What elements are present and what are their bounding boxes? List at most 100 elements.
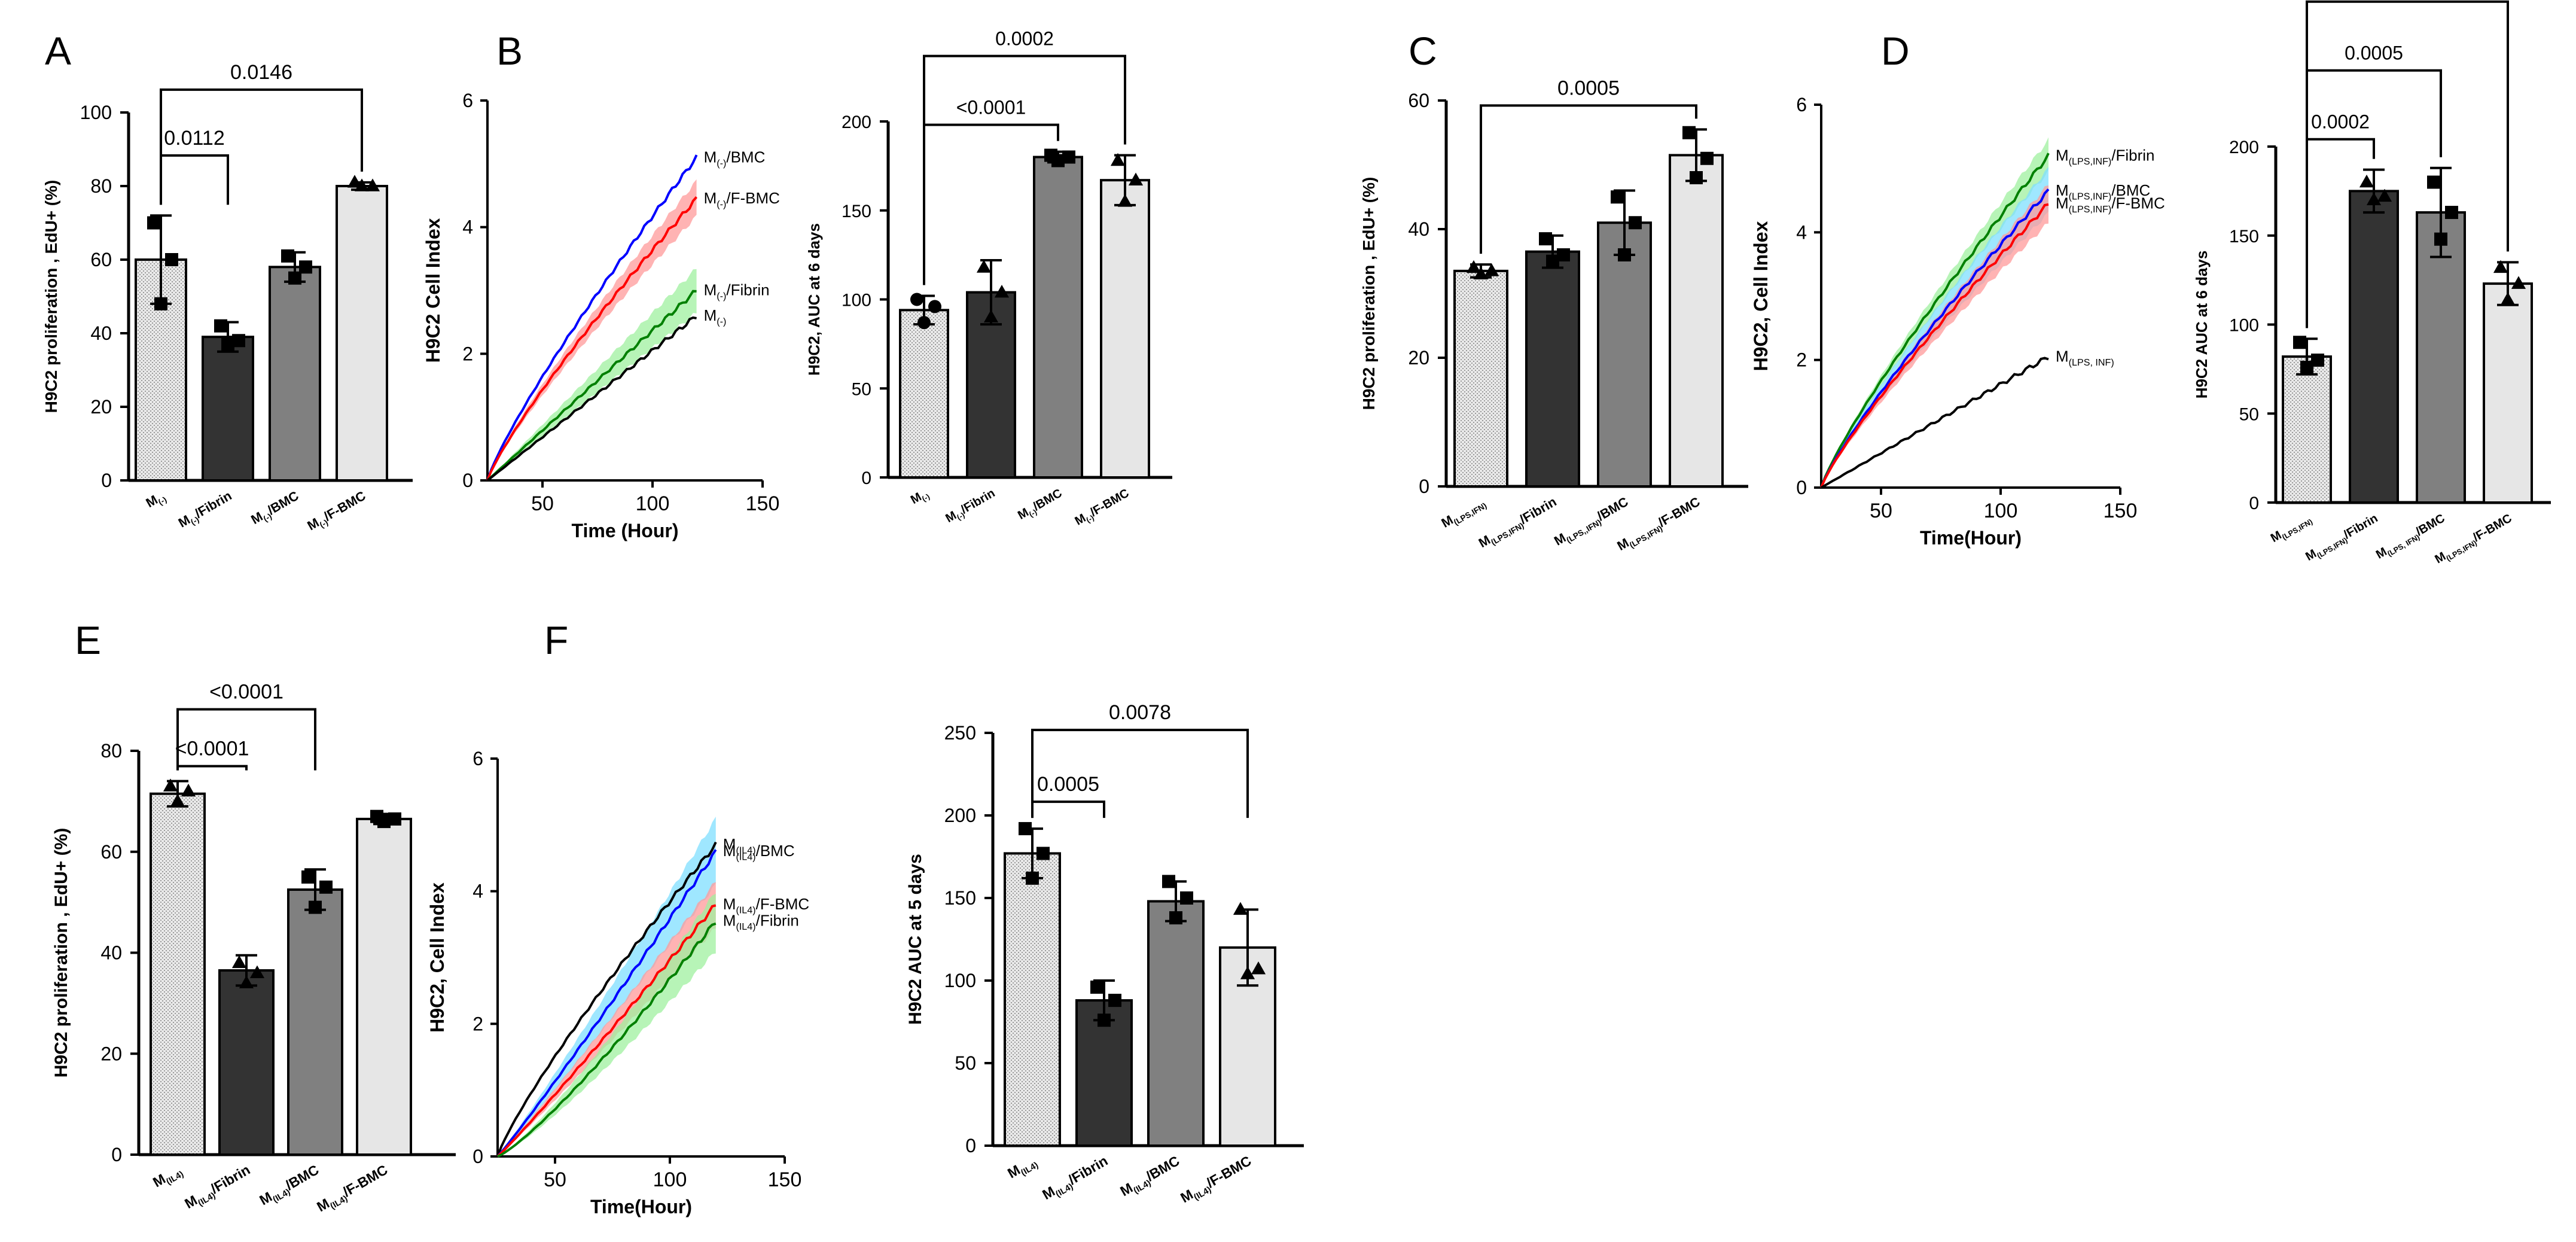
y-tick-label: 0 (965, 1135, 976, 1156)
category-label-suffix: /F-BMC (2471, 512, 2514, 544)
y-tick-label: 200 (842, 112, 871, 132)
category-label-sub: (LPS, IFN) (2386, 533, 2421, 558)
series-label: M(-)/Fibrin (704, 281, 770, 302)
data-point (2359, 174, 2374, 188)
p-value-label: 0.0002 (995, 28, 1054, 50)
series-label-sub: (IL4) (736, 852, 755, 863)
series-label-base: M (704, 148, 717, 166)
category-label-sub: (-) (262, 512, 273, 523)
series-label-base: M (723, 842, 736, 860)
data-point (910, 293, 923, 306)
bar (2282, 355, 2332, 504)
data-point (1162, 875, 1175, 888)
category-label: M(-) (909, 486, 931, 508)
data-point (1466, 260, 1481, 273)
panel-label-e: E (75, 618, 101, 662)
y-tick-label: 20 (100, 1043, 122, 1064)
significance-bracket (160, 88, 363, 205)
y-tick-label: 0 (462, 470, 473, 491)
y-tick-label: 100 (80, 102, 112, 123)
category-label-sub: (-) (1085, 513, 1096, 524)
series-line (1820, 203, 2049, 488)
category-label-suffix: /Fibrin (959, 486, 998, 516)
series-line (1821, 357, 2049, 489)
y-axis-label: H9C2 proliferation , EdU+ (%) (51, 828, 71, 1078)
category-label-sub: (-) (189, 515, 200, 527)
category-label: M(IL4)/BMC (1117, 1153, 1184, 1202)
series-label-base: M (704, 281, 717, 299)
category-label-suffix: /BMC (1031, 486, 1065, 513)
series-label-sub: (LPS, INF) (2069, 357, 2114, 368)
y-tick-label: 4 (472, 881, 483, 902)
category-label-sub: (IL4) (1019, 1161, 1040, 1178)
x-axis-label: Time (Hour) (572, 520, 679, 541)
data-point (309, 900, 322, 914)
y-tick-label: 40 (1408, 218, 1429, 240)
bar (899, 309, 949, 479)
data-point (1618, 248, 1631, 261)
x-tick-label: 150 (2104, 500, 2138, 522)
y-axis-label: H9C2 proliferation , EdU+ (%) (1359, 177, 1378, 410)
y-tick-label: 40 (100, 942, 122, 964)
category-label: M(IL4) (150, 1162, 185, 1193)
x-axis-label: Time(Hour) (590, 1196, 692, 1217)
bar (1597, 221, 1652, 488)
data-point (2377, 188, 2392, 202)
data-point (976, 260, 992, 273)
category-label: M(IL4)/BMC (257, 1162, 323, 1211)
y-tick-label: 100 (944, 970, 976, 991)
y-tick-label: 50 (955, 1052, 976, 1074)
series-label-suffix: /BMC (726, 148, 765, 166)
data-point (2311, 354, 2324, 367)
bar (1453, 269, 1508, 488)
category-label: M(-)/F-BMC (1073, 486, 1133, 529)
y-tick-label: 6 (1796, 94, 1807, 115)
y-tick-label: 100 (842, 291, 871, 310)
y-tick-label: 150 (2229, 227, 2259, 246)
y-tick-label: 150 (944, 887, 976, 909)
p-value-label: 0.0002 (2311, 111, 2370, 133)
y-axis-label: H9C2, AUC at 6 days (805, 223, 823, 376)
y-axis-label: H9C2, Cell Index (1750, 221, 1772, 371)
series-label-suffix: /BMC (756, 842, 795, 860)
series-label-suffix: /F-BMC (726, 189, 780, 207)
data-point (1180, 891, 1193, 905)
y-tick-label: 100 (2229, 316, 2259, 336)
data-point (1251, 961, 1266, 975)
p-value-label: <0.0001 (209, 681, 283, 704)
y-tick-label: 20 (90, 396, 112, 418)
category-label: M(-)/F-BMC (304, 488, 369, 535)
y-tick-label: 2 (472, 1013, 483, 1034)
chart-d-auc: 0 50 100 150 200 H9C2 AUC at 6 days M(LPS,IFN)… (2193, 0, 2551, 567)
series-label-base: M (2056, 181, 2069, 199)
series-line (496, 904, 717, 1158)
category-label-suffix: /Fibrin (1066, 1153, 1111, 1188)
category-label-sub: (LPS,IFN) (1452, 501, 1488, 526)
significance-bracket (176, 765, 248, 771)
data-point (1110, 153, 1126, 166)
x-axis-label: Time(Hour) (1920, 527, 2022, 549)
data-point (2293, 336, 2306, 349)
category-label-suffix: /BMC (283, 1162, 322, 1193)
series-label-suffix: /Fibrin (756, 912, 799, 930)
bar (269, 266, 321, 482)
data-point (221, 337, 234, 351)
series-label-sub: (-) (717, 291, 726, 302)
panel-label-d: D (1881, 29, 1910, 73)
category-label: M(-) (144, 488, 169, 513)
p-value-label: 0.0146 (230, 61, 292, 84)
bar (287, 888, 343, 1156)
data-point (1611, 190, 1624, 204)
series-label-base: M (2056, 146, 2069, 164)
series-label: M(IL4)/BMC (723, 842, 795, 863)
category-label-suffix: /Fibrin (2342, 512, 2380, 541)
chart-a-edu-proliferation: 0 20 40 60 80 100 H9C2 proliferation , EdU+ (%… (42, 61, 413, 535)
data-point (2427, 175, 2440, 189)
significance-bracket (1031, 729, 1249, 818)
series-label-suffix: /BMC (2111, 181, 2150, 199)
data-point (1026, 871, 1039, 885)
series-line (496, 849, 717, 1158)
y-tick-label: 2 (1796, 349, 1807, 371)
significance-bracket (1031, 800, 1105, 818)
